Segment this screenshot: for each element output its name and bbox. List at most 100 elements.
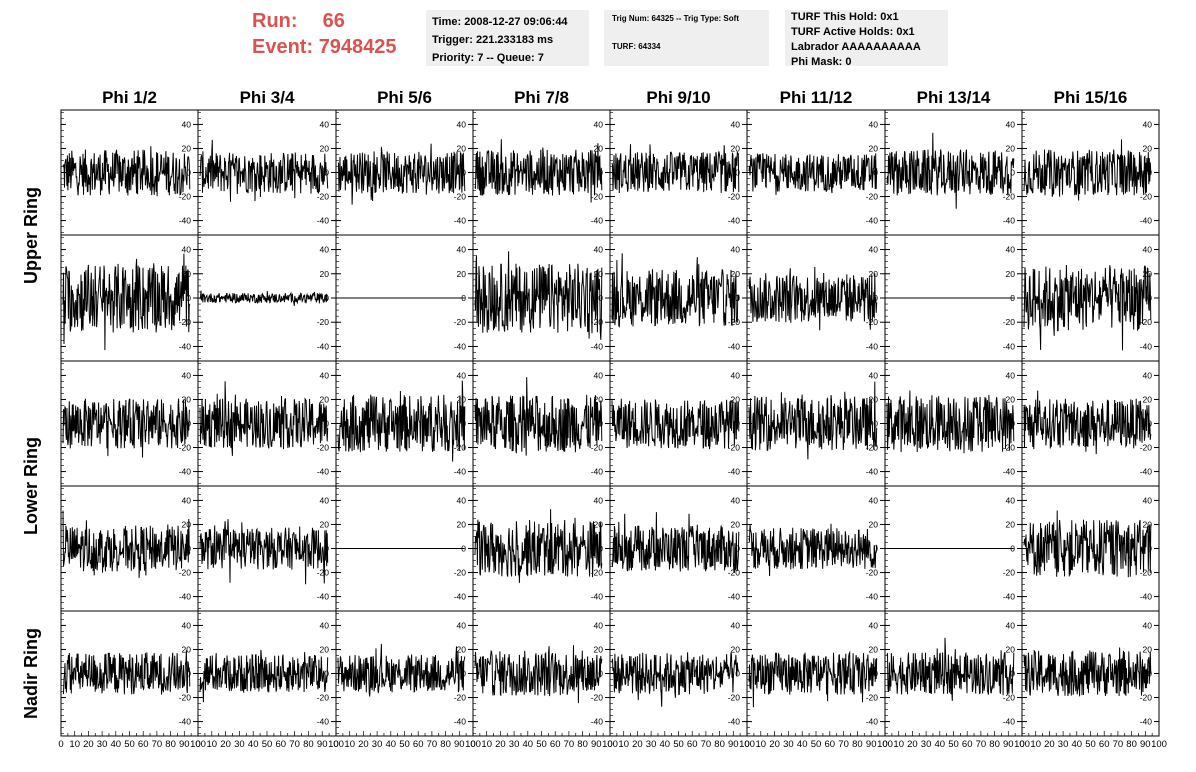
x-tick-label: 10 (1030, 739, 1041, 750)
y-tick-label: -20 (1003, 693, 1016, 703)
waveform-trace (611, 398, 740, 450)
x-tick-label: 10 (618, 739, 629, 750)
x-tick-label: 40 (1072, 739, 1083, 750)
y-tick-label: 40 (594, 620, 604, 630)
y-tick-label: 40 (1006, 495, 1016, 505)
x-tick-label: 30 (372, 739, 383, 750)
waveform-trace (1023, 510, 1152, 578)
y-tick-label: 20 (594, 519, 604, 529)
y-tick-label: -40 (728, 216, 741, 226)
x-tick-label: 30 (1058, 739, 1069, 750)
y-tick-label: -40 (866, 467, 879, 477)
waveform-trace (886, 132, 1015, 209)
x-tick-label: 80 (989, 739, 1000, 750)
x-tick-label: 40 (523, 739, 534, 750)
y-tick-label: -20 (591, 693, 604, 703)
y-tick-label: -40 (866, 341, 879, 351)
column-title: Phi 7/8 (514, 88, 569, 107)
y-tick-label: -40 (1140, 216, 1153, 226)
panel-frame (1021, 610, 1160, 737)
ring-title: Lower Ring (21, 437, 41, 535)
y-tick-label: 20 (731, 644, 741, 654)
y-tick-label: 20 (320, 269, 330, 279)
y-tick-label: -40 (454, 341, 467, 351)
y-tick-label: -40 (1140, 592, 1153, 602)
waveform-trace (1023, 139, 1152, 201)
y-tick-label: 20 (869, 394, 879, 404)
y-tick-label: 20 (182, 143, 192, 153)
x-tick-label: 100 (1151, 739, 1167, 750)
x-tick-label: 10 (481, 739, 492, 750)
y-tick-label: 0 (1010, 168, 1015, 178)
y-tick-label: 40 (1006, 370, 1016, 380)
x-tick-label: 90 (179, 739, 190, 750)
x-tick-label: 20 (907, 739, 918, 750)
turf-text: TURF: 64334 (612, 42, 661, 51)
y-tick-label: 0 (186, 168, 191, 178)
ring-title: Nadir Ring (21, 628, 41, 719)
waveform-trace (748, 650, 878, 708)
y-tick-label: 20 (182, 394, 192, 404)
y-tick-label: -40 (179, 341, 192, 351)
y-tick-label: 40 (869, 620, 879, 630)
waveform-trace (886, 637, 1015, 701)
y-tick-label: -20 (454, 192, 467, 202)
y-tick-label: 40 (869, 495, 879, 505)
x-tick-label: 100 (465, 739, 481, 750)
y-tick-label: -20 (317, 317, 330, 327)
y-tick-label: -40 (179, 216, 192, 226)
y-tick-label: -20 (591, 568, 604, 578)
y-tick-label: -40 (1003, 341, 1016, 351)
y-tick-label: 20 (869, 519, 879, 529)
waveform-trace (611, 144, 740, 194)
y-tick-label: 0 (735, 544, 740, 554)
y-tick-label: 20 (1006, 269, 1016, 279)
y-tick-label: 40 (1143, 620, 1153, 630)
y-tick-label: 20 (457, 644, 467, 654)
y-tick-label: -20 (317, 693, 330, 703)
x-tick-label: 10 (756, 739, 767, 750)
x-tick-label: 20 (495, 739, 506, 750)
y-tick-label: 20 (731, 394, 741, 404)
x-tick-label: 40 (797, 739, 808, 750)
x-tick-label: 90 (591, 739, 602, 750)
x-tick-label: 0 (744, 739, 749, 750)
run-row: Run: 66 (252, 8, 420, 34)
x-tick-label: 50 (124, 739, 135, 750)
y-tick-label: -20 (454, 317, 467, 327)
y-tick-label: 20 (1006, 644, 1016, 654)
y-tick-label: 20 (320, 143, 330, 153)
x-tick-label: 20 (220, 739, 231, 750)
y-tick-label: 20 (1143, 394, 1153, 404)
x-tick-label: 60 (413, 739, 424, 750)
x-tick-label: 80 (303, 739, 314, 750)
x-tick-label: 30 (921, 739, 932, 750)
waveform-trace (199, 139, 329, 202)
waveform-trace (474, 509, 603, 583)
x-tick-label: 60 (825, 739, 836, 750)
y-tick-label: 40 (731, 620, 741, 630)
x-tick-label: 0 (333, 739, 338, 750)
time-info-panel: Time: 2008-12-27 09:06:44 Trigger: 221.2… (426, 10, 589, 66)
y-tick-label: 20 (457, 269, 467, 279)
y-tick-label: 20 (182, 644, 192, 654)
column-title: Phi 5/6 (377, 88, 432, 107)
x-tick-label: 40 (935, 739, 946, 750)
y-tick-label: 20 (457, 394, 467, 404)
y-tick-label: -40 (866, 592, 879, 602)
x-tick-label: 50 (1085, 739, 1096, 750)
x-tick-label: 50 (262, 739, 273, 750)
y-tick-label: 20 (320, 644, 330, 654)
y-tick-label: -40 (1003, 216, 1016, 226)
x-tick-label: 50 (399, 739, 410, 750)
y-tick-label: 0 (735, 168, 740, 178)
x-tick-label: 60 (962, 739, 973, 750)
y-tick-label: 20 (594, 394, 604, 404)
y-tick-label: 0 (186, 669, 191, 679)
x-tick-label: 90 (454, 739, 465, 750)
y-tick-label: 40 (1006, 245, 1016, 255)
y-tick-label: -20 (454, 443, 467, 453)
ring-title: Upper Ring (21, 187, 41, 284)
y-tick-label: 40 (731, 370, 741, 380)
y-tick-label: -40 (454, 216, 467, 226)
